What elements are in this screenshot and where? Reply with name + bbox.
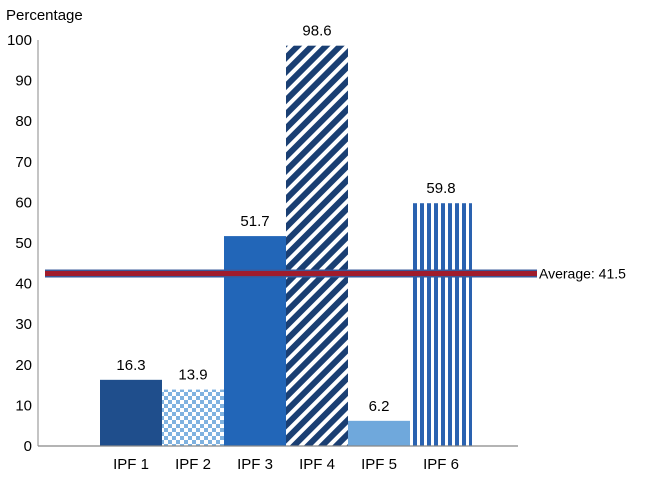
- x-tick-label: IPF 1: [113, 456, 149, 473]
- y-tick-label: 0: [24, 438, 32, 455]
- average-line: [45, 271, 537, 277]
- y-tick-label: 70: [15, 154, 32, 171]
- x-tick-label: IPF 5: [361, 456, 397, 473]
- average-label: Average: 41.5: [539, 266, 626, 282]
- y-tick-label: 10: [15, 397, 32, 414]
- y-tick-label: 30: [15, 316, 32, 333]
- data-label: 98.6: [302, 23, 331, 40]
- y-axis-title: Percentage: [6, 7, 83, 24]
- y-tick-label: 60: [15, 194, 32, 211]
- data-label: 51.7: [240, 213, 269, 230]
- bar-ipf-6: [410, 203, 472, 446]
- data-label: 16.3: [116, 357, 145, 374]
- data-label: 6.2: [369, 398, 390, 415]
- y-tick-label: 50: [15, 235, 32, 252]
- y-tick-label: 40: [15, 276, 32, 293]
- bar-ipf-2: [162, 389, 224, 446]
- bar-ipf-1: [100, 379, 162, 446]
- y-tick-label: 100: [7, 32, 32, 49]
- bar-ipf-3: [224, 236, 286, 446]
- x-tick-label: IPF 4: [299, 456, 335, 473]
- x-tick-label: IPF 2: [175, 456, 211, 473]
- x-tick-label: IPF 6: [423, 456, 459, 473]
- y-tick-label: 90: [15, 73, 32, 90]
- bar-ipf-5: [348, 420, 410, 446]
- data-label: 13.9: [178, 367, 207, 384]
- y-tick-label: 20: [15, 357, 32, 374]
- bar-ipf-4: [286, 45, 348, 447]
- x-tick-label: IPF 3: [237, 456, 273, 473]
- data-label: 59.8: [426, 180, 455, 197]
- y-tick-label: 80: [15, 113, 32, 130]
